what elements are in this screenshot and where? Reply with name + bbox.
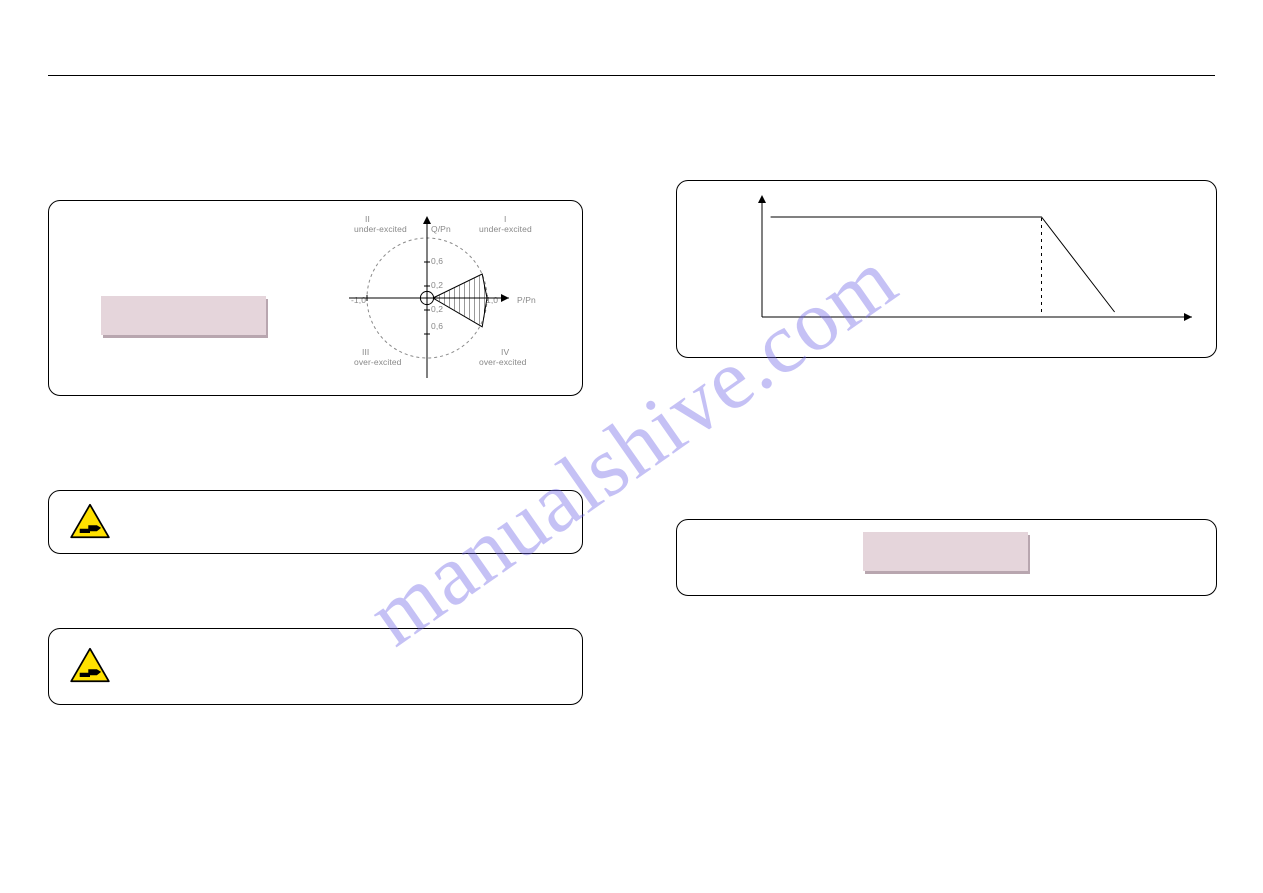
shade-box-p5 bbox=[863, 532, 1028, 571]
panel-note-c bbox=[676, 519, 1217, 596]
shade-box-p1 bbox=[101, 296, 266, 335]
panel-cosphi-diagram: II under-excited I under-excited III ove… bbox=[48, 200, 583, 396]
derating-svg bbox=[687, 187, 1207, 347]
cosphi-svg bbox=[319, 208, 539, 388]
top-divider bbox=[48, 75, 1215, 76]
panel-note-a bbox=[48, 490, 583, 554]
panel-derating-chart bbox=[676, 180, 1217, 358]
caution-icon-b bbox=[69, 647, 111, 683]
panel-note-b bbox=[48, 628, 583, 705]
caution-icon-a bbox=[69, 503, 111, 539]
